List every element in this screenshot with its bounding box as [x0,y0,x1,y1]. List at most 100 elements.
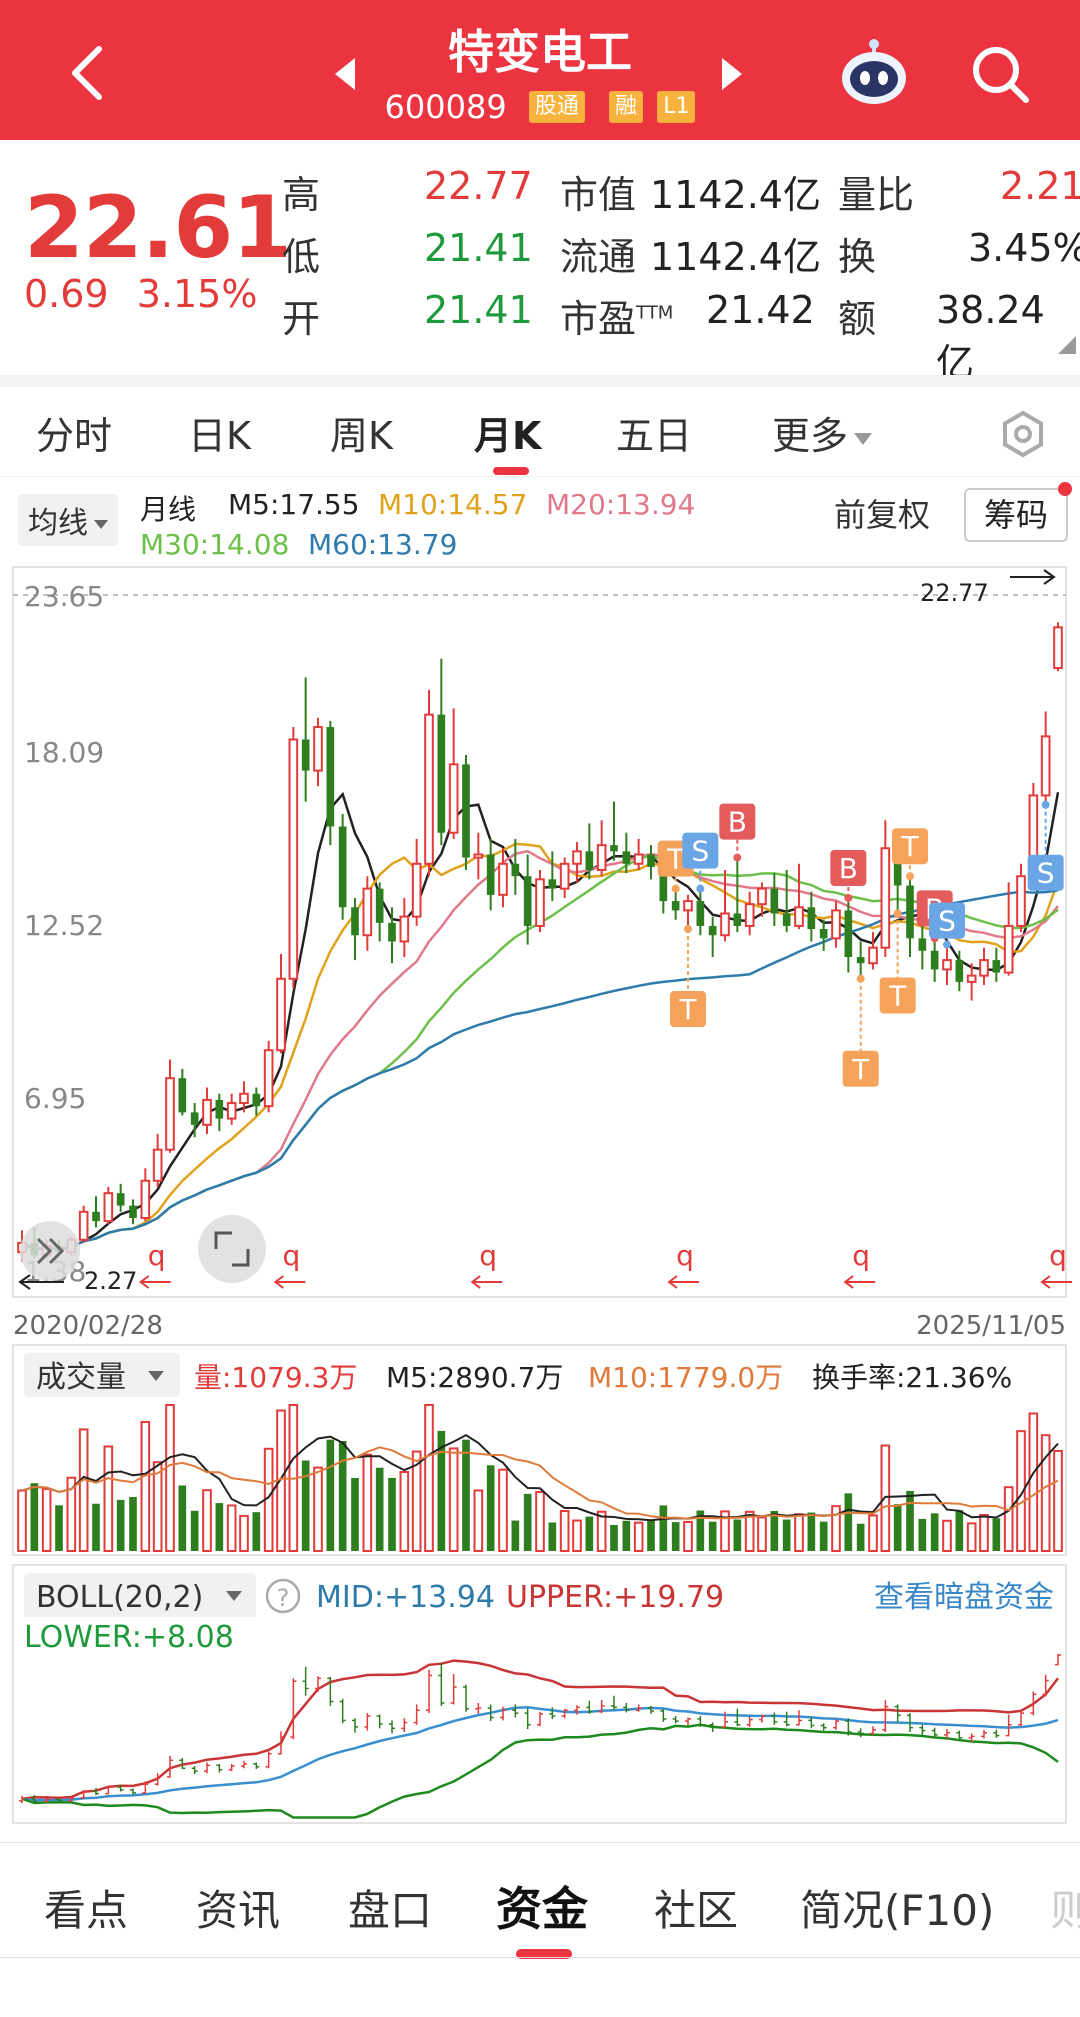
robot-assistant-icon[interactable] [838,36,910,108]
trade-markers: TSBTTBTTBSS [657,800,1064,1087]
volume-bar-up [1040,1434,1051,1553]
prev-stock-button[interactable] [335,58,355,90]
app-header: 特变电工 600089 股通 融 L1 [0,0,1080,140]
candle-body-down [511,863,520,877]
tab-intraday[interactable]: 分时 [36,414,113,458]
fullscreen-button[interactable] [198,1215,266,1283]
marker-dot [893,909,902,918]
volume-bar-up [1016,1430,1026,1552]
ma60-line [21,889,1059,1251]
turnover-value: 3.45% [968,226,1080,270]
candle-body-up [276,977,286,1052]
volume-bar-up [165,1404,175,1552]
nav-highlights[interactable]: 看点 [44,1886,129,1935]
ma10-value: M10:14.57 [378,488,528,521]
volume-bar-up [448,1447,459,1552]
volratio-value: 2.21 [1000,164,1080,208]
adjust-mode[interactable]: 前复权 [834,496,931,534]
boll-upper: UPPER:+19.79 [506,1580,724,1615]
candle-body-down [215,1099,224,1119]
marker-t-badge [670,991,706,1028]
chevron-left-icon [72,46,102,100]
candle-body-up [535,878,545,927]
volume-bar-up [473,1489,484,1552]
candle-body-up [103,1192,114,1223]
nav-community[interactable]: 社区 [654,1886,739,1935]
caret-down-icon [94,520,108,529]
chips-button[interactable]: 筹码 [964,488,1068,542]
bottom-nav: 看点 资讯 盘口 资金 社区 简况(F10) 则 [0,1842,1080,2017]
expand-corner-icon[interactable] [1058,336,1076,354]
candle-body-up [1053,626,1063,670]
volume-bar-down [351,1478,359,1551]
volume-bar-down [129,1496,137,1551]
volume-bar-up [559,1510,570,1552]
turnover-label: 换 [838,235,877,279]
marker-s-label: S [938,905,956,938]
search-icon[interactable] [968,42,1032,106]
volume-bar-up [683,1520,693,1552]
nav-news[interactable]: 资讯 [196,1886,281,1935]
marker-s-badge [682,832,719,869]
volume-m5-line [21,1433,1059,1522]
help-icon[interactable]: ? [265,1578,301,1614]
nav-funds[interactable]: 资金 [496,1882,588,1936]
ma60-value: M60:13.79 [308,528,458,561]
boll-dropdown[interactable]: BOLL(20,2) [24,1573,256,1617]
candle-body-up [720,912,730,937]
tab-more[interactable]: 更多 [772,405,873,460]
back-button[interactable] [62,38,112,108]
end-date: 2025/11/05 [916,1311,1066,1341]
volume-bar-up [498,1468,508,1553]
candle-body-up [1003,924,1014,974]
dark-pool-link[interactable]: 查看暗盘资金 [874,1580,1054,1615]
volume-bar-up [103,1445,114,1553]
nav-finance-partial[interactable]: 则 [1050,1886,1080,1935]
candle-body-up [78,1210,89,1241]
candle-body-up [596,844,607,871]
tab-five-day[interactable]: 五日 [616,414,693,458]
indicator-dropdown[interactable]: 均线 [18,494,118,546]
stock-code: 600089 [384,88,507,126]
candle-body-up [226,1102,237,1120]
volume-m10: M10:1779.0万 [588,1361,783,1394]
settings-hex-icon[interactable] [998,409,1048,459]
volume-bar-up [202,1489,212,1553]
volume-bar-down [893,1504,902,1551]
candles [17,622,1063,1262]
dividend-q-label: q [479,1239,497,1272]
marker-dot [684,925,692,934]
start-date: 2020/02/28 [13,1311,163,1341]
volume-bar-down [338,1441,347,1551]
candle-body-down [844,910,853,958]
change-value: 0.69 [24,272,109,316]
volume-bar-down [215,1503,224,1551]
high-arrow-head [1043,569,1056,585]
candle-body-down [326,727,335,827]
nav-profile-f10[interactable]: 简况(F10) [800,1886,995,1935]
tab-monthly-k[interactable]: 月K [474,414,542,458]
tab-daily-k[interactable]: 日K [188,414,251,458]
dividend-q-arrowhead [1040,1275,1051,1289]
volume-bar-up [757,1516,767,1553]
volume-bar-up [979,1514,989,1552]
marker-s-label: S [1037,857,1055,890]
volume-bar-up [313,1466,323,1553]
stock-name: 特变电工 [448,25,632,79]
tab-weekly-k[interactable]: 周K [330,414,393,458]
volume-dropdown[interactable]: 成交量 [24,1353,180,1397]
collapse-button[interactable] [20,1221,80,1281]
marker-t-label: T [888,980,907,1013]
candle-body-up [633,853,644,865]
y-tick-label: 12.52 [24,909,104,942]
next-stock-button[interactable] [722,58,742,90]
volume-turnover: 换手率:21.36% [812,1361,1012,1394]
volume-bar-down [190,1510,199,1551]
dividend-q-arrowhead [139,1275,150,1289]
candle-body-down [462,764,470,858]
nav-orderbook[interactable]: 盘口 [348,1886,433,1935]
marker-t-label: T [678,993,697,1026]
candle-body-up [473,853,484,859]
